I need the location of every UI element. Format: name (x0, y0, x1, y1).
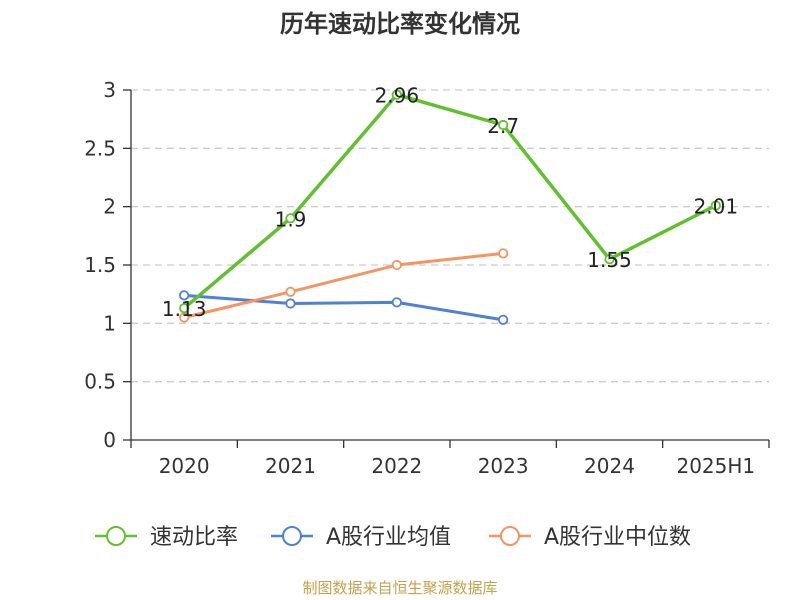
x-tick-label: 2021 (265, 454, 316, 478)
chart-title: 历年速动比率变化情况 (280, 10, 520, 38)
x-tick-label: 2022 (371, 454, 422, 478)
series-lines (179, 89, 721, 325)
source-note: 制图数据来自恒生聚源数据库 (302, 579, 497, 597)
data-label: 1.13 (162, 297, 207, 321)
data-point (285, 213, 296, 224)
data-label: 2.01 (694, 195, 739, 219)
y-tick-label: 0 (103, 428, 116, 452)
legend-marker (500, 526, 520, 546)
legend-label: A股行业中位数 (544, 525, 691, 550)
data-label: 2.7 (487, 114, 519, 138)
data-point (179, 312, 190, 323)
legend-item: 速动比率 (95, 525, 238, 550)
data-point (285, 286, 296, 297)
legend-item: A股行业中位数 (489, 525, 691, 550)
data-point (179, 303, 190, 314)
series-line (183, 92, 717, 310)
y-tick-label: 1.5 (84, 253, 116, 277)
x-tick-label: 2024 (584, 454, 635, 478)
data-point (179, 290, 190, 301)
data-point (391, 89, 402, 100)
series-line (183, 251, 504, 319)
y-tick-label: 2 (103, 195, 116, 219)
legend-label: A股行业均值 (326, 525, 451, 550)
data-labels: 1.13 1.9 2.96 2.7 1.55 2.01 (162, 84, 739, 321)
x-tick-label: 2020 (159, 454, 210, 478)
y-tick-label: 0.5 (84, 370, 116, 394)
data-label: 1.9 (275, 207, 307, 231)
series-line (184, 293, 504, 322)
legend-item: A股行业均值 (271, 525, 451, 550)
legend-marker (106, 526, 126, 546)
data-point (391, 297, 402, 308)
legend-label: 速动比率 (150, 525, 238, 550)
data-point (498, 314, 509, 325)
y-tick-label: 3 (103, 78, 116, 102)
x-tick-label: 2023 (478, 454, 529, 478)
data-point (498, 248, 509, 259)
legend-marker (282, 526, 302, 546)
data-point (285, 298, 296, 309)
data-point (391, 259, 402, 271)
axes: 0 0.5 1 1.5 2 2.5 3 2020 2021 2022 2023 2024 2025H1 (84, 78, 770, 478)
data-point (710, 200, 721, 211)
y-tick-label: 2.5 (84, 136, 116, 160)
grid-lines (131, 89, 769, 383)
data-point (498, 119, 509, 131)
data-label: 1.55 (587, 248, 632, 272)
y-tick-label: 1 (103, 311, 116, 335)
x-tick-label: 2025H1 (676, 454, 755, 478)
data-point (604, 254, 615, 265)
data-label: 2.96 (375, 84, 420, 108)
legend: 速动比率 A股行业均值 A股行业中位数 (95, 525, 691, 550)
